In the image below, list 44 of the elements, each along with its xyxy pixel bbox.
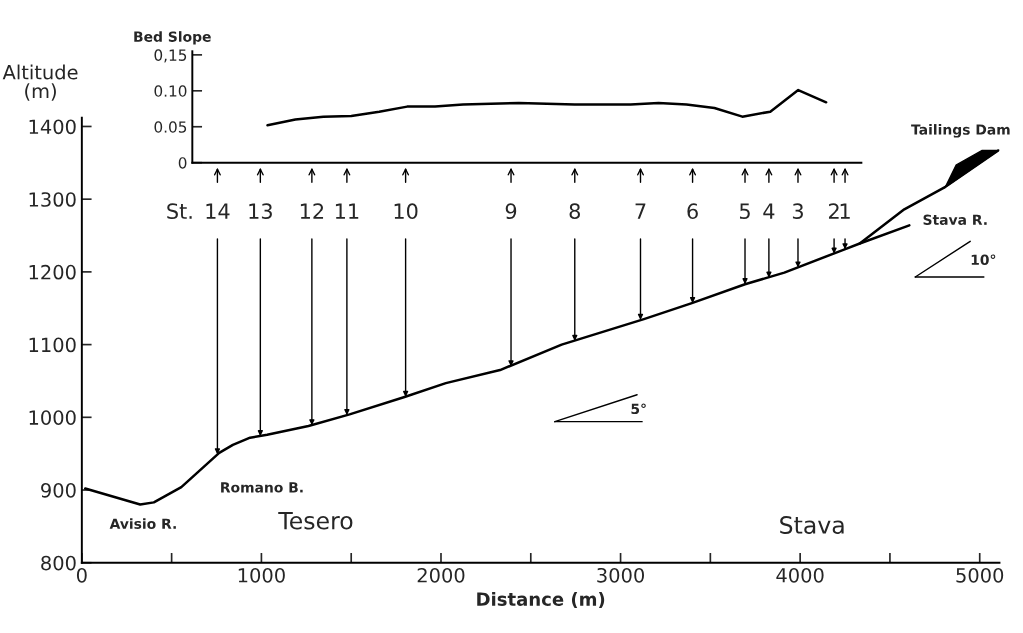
annotation: Tesero — [278, 512, 353, 530]
annotation: 10 — [394, 203, 418, 220]
x-tick-label: 1000 — [238, 567, 285, 583]
annotation: Avisio R. — [109, 518, 176, 529]
x-axis-title: Distance (m) — [477, 591, 605, 609]
y-tick-label: 800 — [41, 555, 76, 571]
annotation: 10° — [971, 254, 996, 266]
annotation: 5° — [631, 403, 646, 415]
y-tick-label: 0,15 — [154, 49, 187, 63]
annotation: Stava R. — [923, 214, 987, 226]
annotation: 14 — [206, 203, 230, 219]
x-tick-label: 0 — [76, 567, 87, 583]
annotation: 6 — [687, 203, 698, 220]
x-tick-label: 2000 — [417, 567, 465, 583]
y-tick-label: 0 — [178, 157, 187, 169]
annotation: 4 — [763, 203, 775, 219]
y-axis-title: Bed Slope — [134, 31, 211, 45]
y-tick-label: 1300 — [29, 192, 76, 207]
annotation: 9 — [505, 203, 517, 220]
line-series — [266, 88, 828, 127]
y-tick-label: 1400 — [29, 119, 76, 135]
y-tick-label: 0.05 — [154, 121, 187, 133]
annotation: Stava — [780, 516, 844, 534]
annotation: 1 — [840, 203, 850, 219]
x-tick-label: 3000 — [597, 567, 645, 583]
annotation: Romano B. — [221, 482, 303, 493]
annotation: 8 — [569, 203, 580, 220]
annotation: 2 — [828, 203, 839, 219]
annotation: St. — [167, 203, 192, 220]
y-axis-title: Altitude (m) — [2, 64, 78, 101]
annotation: Tailings Dam — [911, 124, 1010, 138]
y-tick-label: 1100 — [29, 337, 76, 353]
x-tick-label: 5000 — [956, 567, 1004, 583]
annotation: 12 — [300, 203, 324, 219]
y-tick-label: 900 — [41, 482, 76, 498]
x-tick-label: 4000 — [776, 567, 824, 583]
annotation: 13 — [249, 203, 272, 220]
annotation: 3 — [792, 203, 803, 220]
annotation: 5 — [739, 203, 750, 220]
annotation: 11 — [335, 203, 359, 219]
annotation: 7 — [635, 203, 646, 219]
y-tick-label: 0.10 — [154, 85, 187, 97]
y-tick-label: 1200 — [29, 264, 76, 280]
y-tick-label: 1000 — [29, 410, 76, 425]
